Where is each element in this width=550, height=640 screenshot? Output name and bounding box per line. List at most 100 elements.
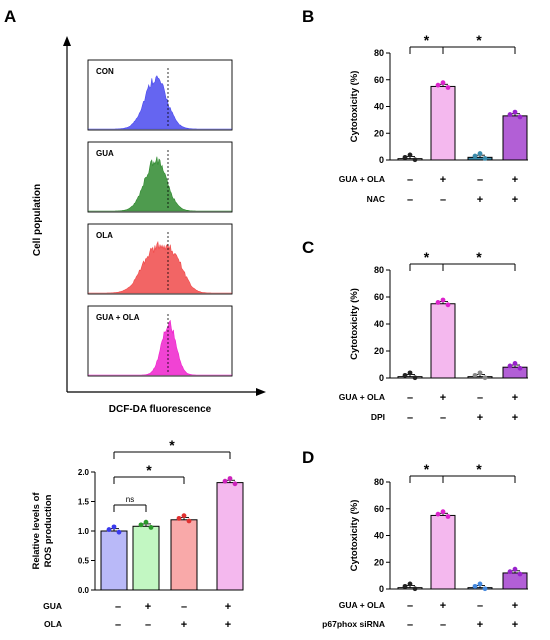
significance-label: ns (126, 495, 134, 504)
y-axis-label: Cytotoxicity (%) (349, 288, 360, 360)
bar (502, 572, 528, 590)
significance-label: * (424, 32, 430, 48)
condition-sign: + (512, 412, 518, 424)
data-point (445, 302, 451, 308)
data-point (106, 527, 112, 532)
data-point (232, 481, 238, 487)
condition-sign: – (145, 619, 151, 631)
condition-label: GUA + OLA (339, 392, 385, 402)
condition-sign: – (477, 174, 483, 186)
condition-sign: – (440, 194, 446, 206)
condition-sign: + (512, 392, 518, 404)
histogram-label: OLA (96, 231, 113, 240)
condition-label: GUA (43, 601, 62, 611)
y-tick-label: 0 (379, 373, 384, 383)
condition-sign: + (440, 174, 446, 186)
data-point (412, 157, 418, 163)
flow-y-axis-label: Cell population (32, 184, 43, 256)
y-tick-label: 80 (374, 48, 384, 58)
data-point (512, 361, 518, 366)
y-axis-label: ROS production (43, 494, 54, 567)
data-point (402, 154, 408, 160)
condition-label: GUA + OLA (339, 600, 385, 610)
data-point (402, 372, 408, 378)
condition-sign: – (440, 412, 446, 424)
data-point (138, 522, 144, 528)
y-axis-label: Cytotoxicity (%) (349, 71, 360, 143)
data-point (407, 581, 413, 587)
condition-sign: + (477, 412, 483, 424)
histogram-label: GUA (96, 149, 114, 158)
data-point (440, 509, 446, 515)
condition-sign: – (407, 600, 413, 612)
condition-label: OLA (44, 619, 62, 629)
histogram-label: GUA + OLA (96, 313, 140, 322)
significance-label: * (424, 461, 430, 477)
panel-letter-d: D (302, 448, 314, 467)
flow-x-axis-label: DCF-DA fluorescence (109, 404, 212, 415)
y-tick-label: 60 (374, 75, 384, 85)
bar (100, 530, 128, 591)
data-point (477, 581, 483, 587)
significance-label: * (476, 249, 482, 265)
condition-sign: – (477, 392, 483, 404)
condition-sign: – (407, 392, 413, 404)
condition-sign: – (440, 619, 446, 631)
bar (397, 587, 423, 590)
data-point (412, 586, 418, 592)
data-point (435, 300, 441, 305)
condition-sign: + (145, 601, 151, 613)
panel-letter-b: B (302, 7, 314, 26)
bar (397, 376, 423, 379)
data-point (111, 524, 117, 530)
y-tick-label: 2.0 (78, 468, 90, 477)
chart-c-dpi: 0 20 40 60 80 Cytotoxicity (%) * * GUA + OLA – + – +… (339, 249, 528, 424)
bar (430, 85, 456, 161)
condition-sign: – (115, 601, 121, 613)
y-tick-label: 1.5 (78, 498, 90, 507)
data-point (517, 365, 523, 371)
y-tick-label: 20 (374, 557, 384, 567)
bar (397, 158, 423, 161)
flow-axes (63, 36, 266, 396)
histogram-curve (88, 319, 232, 376)
data-point (186, 518, 192, 524)
y-axis-label: Cytotoxicity (%) (349, 500, 360, 572)
condition-sign: – (407, 194, 413, 206)
y-tick-label: 0.5 (78, 557, 90, 566)
condition-sign: + (477, 194, 483, 206)
condition-sign: + (225, 601, 231, 613)
data-point (445, 514, 451, 519)
bar (502, 115, 528, 161)
data-point (472, 583, 478, 589)
panel-letter-c: C (302, 238, 314, 257)
bar (467, 156, 493, 161)
bar (430, 514, 456, 590)
data-point (507, 569, 513, 575)
panel-letter-a: A (4, 7, 16, 26)
bar (216, 482, 244, 591)
data-point (472, 372, 478, 378)
condition-sign: + (512, 600, 518, 612)
condition-label: GUA + OLA (339, 174, 385, 184)
y-tick-label: 80 (374, 477, 384, 487)
data-point (482, 375, 488, 381)
data-point (181, 513, 187, 519)
y-tick-label: 80 (374, 265, 384, 275)
significance-label: * (476, 461, 482, 477)
condition-label: p67phox siRNA (322, 619, 385, 629)
significance-label: * (169, 437, 175, 453)
data-point (440, 80, 446, 86)
data-point (472, 153, 478, 159)
condition-sign: + (225, 619, 231, 631)
y-tick-label: 40 (374, 319, 384, 329)
condition-sign: + (512, 619, 518, 631)
data-point (176, 515, 182, 521)
data-point (148, 525, 154, 530)
y-tick-label: 0.0 (78, 586, 90, 595)
data-point (477, 370, 483, 376)
data-point (407, 152, 413, 158)
data-point (517, 571, 523, 577)
condition-label: DPI (371, 412, 385, 422)
